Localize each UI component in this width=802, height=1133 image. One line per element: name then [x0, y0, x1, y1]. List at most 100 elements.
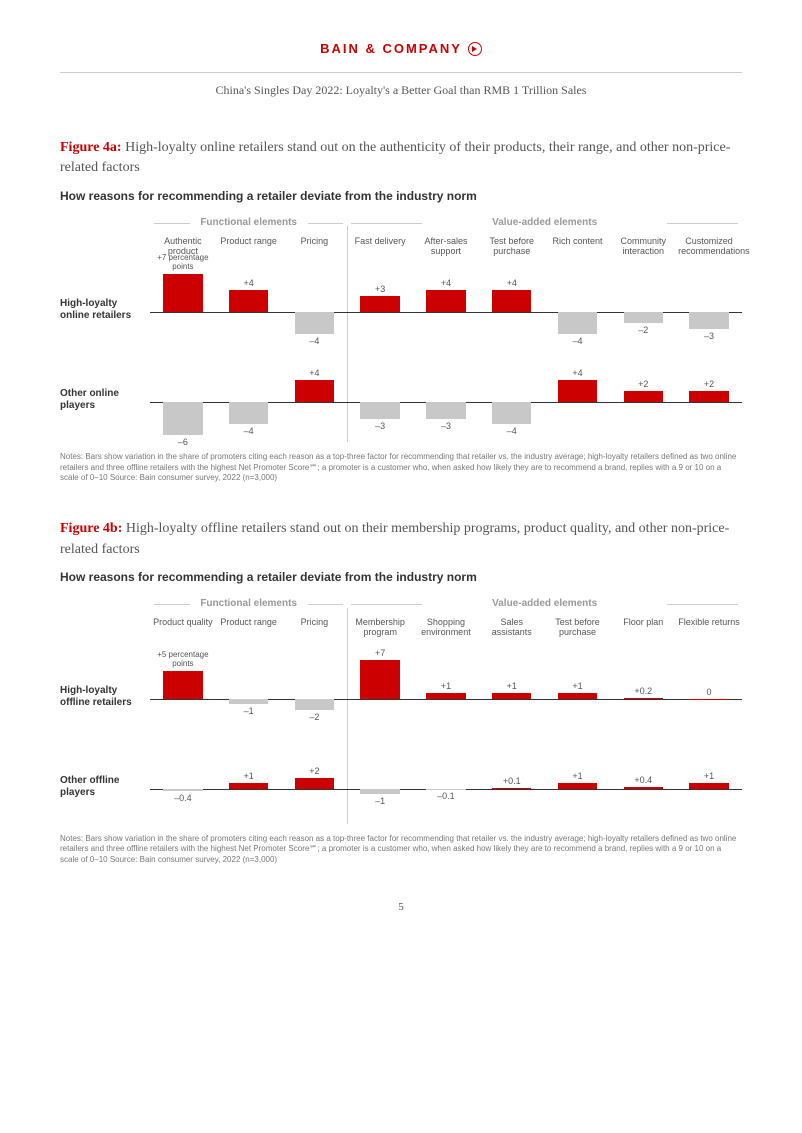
column-group-label: Functional elements — [150, 598, 347, 613]
chart-cell: –1 — [216, 644, 282, 734]
column-header: Pricing — [282, 232, 348, 263]
chart-cell: +4 — [216, 262, 282, 352]
bar-value-label: –1 — [216, 706, 282, 716]
bar — [295, 778, 334, 789]
bar-value-label: –4 — [216, 426, 282, 436]
chart-row: +7 percentage points+4–4+3+4+4–4–2–3 — [150, 262, 742, 352]
bar-value-label: –3 — [676, 331, 742, 341]
bar-value-label: +2 — [282, 766, 348, 776]
figure-4b: Figure 4b: High-loyalty offline retailer… — [60, 519, 742, 864]
bar — [689, 391, 728, 402]
chart-cell: –0.1 — [413, 734, 479, 824]
bar — [295, 699, 334, 710]
chart-cell: –3 — [676, 262, 742, 352]
chart-cell: +3 — [347, 262, 413, 352]
bar — [426, 290, 465, 312]
bar-value-label: +1 — [413, 681, 479, 691]
bar-value-label: –0.4 — [150, 793, 216, 803]
chart-cell: +1 — [413, 644, 479, 734]
column-headers: Authentic productProduct rangePricingFas… — [150, 232, 742, 263]
bar — [295, 312, 334, 334]
column-header: Product range — [216, 613, 282, 644]
bar-value-label: +1 — [676, 771, 742, 781]
bar-value-label: –0.1 — [413, 791, 479, 801]
bar — [360, 660, 399, 699]
row-label: Other online players — [60, 352, 150, 442]
bar-value-label: 0 — [676, 687, 742, 697]
chart-cell: –3 — [413, 352, 479, 442]
bar — [624, 698, 663, 699]
page-header: BAIN & COMPANY — [60, 40, 742, 58]
column-header: Flexible returns — [676, 613, 742, 644]
bar-value-label: +3 — [347, 284, 413, 294]
bar-value-label: +1 — [479, 681, 545, 691]
bar-value-label: –4 — [479, 426, 545, 436]
column-group-labels: Functional elementsValue-added elements — [150, 598, 742, 613]
row-labels: High-loyalty online retailersOther onlin… — [60, 262, 150, 442]
bar — [360, 402, 399, 419]
column-header: Customized recommendations — [676, 232, 742, 263]
chart-cell: –6 — [150, 352, 216, 442]
bar-value-label: +2 — [676, 379, 742, 389]
bar — [492, 788, 531, 789]
bar-value-label: +1 — [216, 771, 282, 781]
chart-cell: +4 — [413, 262, 479, 352]
bar — [229, 783, 268, 789]
chart-cell: –4 — [479, 352, 545, 442]
chart-cell: –0.4 — [150, 734, 216, 824]
column-headers: Product qualityProduct rangePricingMembe… — [150, 613, 742, 644]
bar — [426, 402, 465, 419]
bar-value-label: –4 — [282, 336, 348, 346]
bar — [624, 787, 663, 789]
bar-value-label: –1 — [347, 796, 413, 806]
bar-value-label: +7 percentage points — [150, 254, 216, 272]
bar-value-label: +1 — [545, 681, 611, 691]
bar — [163, 671, 202, 699]
figure-label: Figure 4b: — [60, 521, 122, 536]
chart-cell: +7 — [347, 644, 413, 734]
chart-rows: +5 percentage points–1–2+7+1+1+1+0.20–0.… — [150, 644, 742, 824]
bar — [689, 699, 728, 700]
column-group-labels: Functional elementsValue-added elements — [150, 217, 742, 232]
bar-value-label: –2 — [610, 325, 676, 335]
chart-cell: +2 — [282, 734, 348, 824]
bar-value-label: +4 — [282, 368, 348, 378]
bar-value-label: +1 — [545, 771, 611, 781]
column-header: Product quality — [150, 613, 216, 644]
chart-cell: –4 — [216, 352, 282, 442]
bar-value-label: +5 percentage points — [150, 651, 216, 669]
chart-cell: +1 — [479, 644, 545, 734]
chart-cell: –4 — [545, 262, 611, 352]
column-header: Membership program — [347, 613, 413, 644]
chart-cell: –2 — [282, 644, 348, 734]
chart-cell: +1 — [545, 734, 611, 824]
bar — [492, 290, 531, 312]
bar-value-label: +4 — [545, 368, 611, 378]
bar — [229, 699, 268, 705]
bar-value-label: +0.2 — [610, 686, 676, 696]
chart-cell: +2 — [610, 352, 676, 442]
bar — [492, 693, 531, 699]
bar — [689, 783, 728, 789]
bar-value-label: –6 — [150, 437, 216, 447]
chart-cell: +4 — [545, 352, 611, 442]
bar — [229, 402, 268, 424]
bar — [558, 312, 597, 334]
column-header: Rich content — [545, 232, 611, 263]
chart-cell: –2 — [610, 262, 676, 352]
column-header: After-sales support — [413, 232, 479, 263]
bar — [689, 312, 728, 329]
bar-value-label: +4 — [413, 278, 479, 288]
chart-rows: +7 percentage points+4–4+3+4+4–4–2–3–6–4… — [150, 262, 742, 442]
bar — [624, 391, 663, 402]
bar-value-label: –4 — [545, 336, 611, 346]
column-header: Sales assistants — [479, 613, 545, 644]
column-header: Fast delivery — [347, 232, 413, 263]
column-group-label: Value-added elements — [347, 598, 742, 613]
chart: Functional elementsValue-added elementsP… — [60, 598, 742, 824]
document-title: China's Singles Day 2022: Loyalty's a Be… — [60, 83, 742, 98]
column-header: Community interaction — [610, 232, 676, 263]
bar-value-label: –3 — [347, 421, 413, 431]
row-label: High-loyalty online retailers — [60, 262, 150, 352]
column-header: Test before purchase — [545, 613, 611, 644]
